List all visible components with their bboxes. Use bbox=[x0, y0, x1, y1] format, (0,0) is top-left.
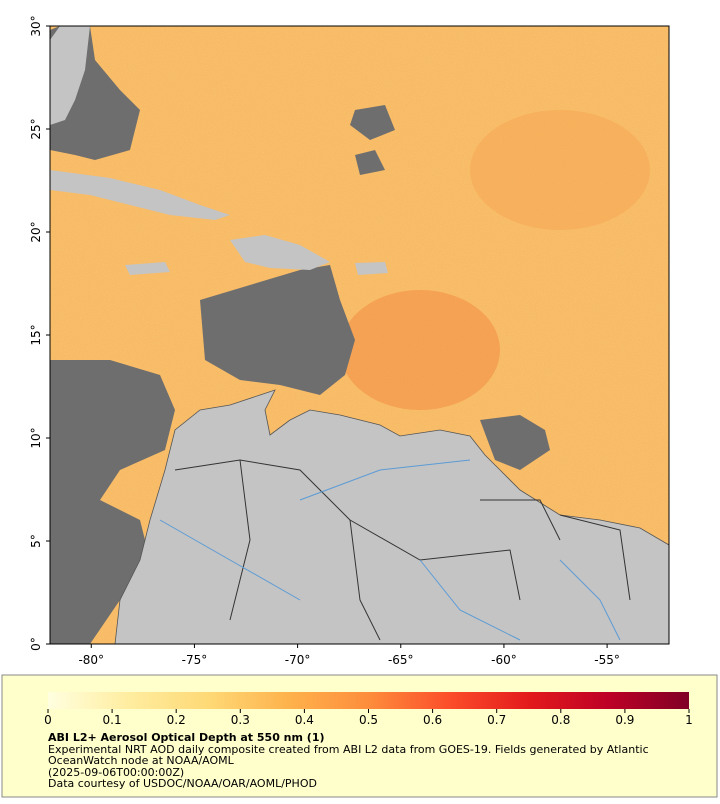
no-data bbox=[200, 265, 355, 395]
y-tick-label: 0° bbox=[29, 637, 43, 651]
colorbar-tick-label: 0 bbox=[44, 713, 52, 727]
borders bbox=[174, 459, 631, 641]
x-tick-label: -70° bbox=[285, 653, 311, 667]
caption-line: Experimental NRT AOD daily composite cre… bbox=[48, 743, 649, 756]
x-tick-label: -80° bbox=[78, 653, 104, 667]
colorbar-tick-label: 0.4 bbox=[295, 713, 314, 727]
aod-plume bbox=[470, 110, 650, 230]
no-data bbox=[50, 360, 175, 644]
x-tick-label: -65° bbox=[388, 653, 414, 667]
no-data bbox=[480, 415, 550, 470]
colorbar-tick-label: 1 bbox=[685, 713, 693, 727]
map-area bbox=[50, 26, 669, 644]
y-tick-label: 10° bbox=[29, 427, 43, 448]
caption-line: Data courtesy of USDOC/NOAA/OAR/AOML/PHO… bbox=[48, 777, 317, 790]
colorbar-tick-label: 0.5 bbox=[359, 713, 378, 727]
rivers bbox=[159, 459, 621, 641]
y-tick-label: 15° bbox=[29, 324, 43, 345]
colorbar-tick-label: 0.7 bbox=[487, 713, 506, 727]
land-puerto-rico bbox=[355, 262, 388, 275]
colorbar-tick-label: 0.9 bbox=[615, 713, 634, 727]
colorbar-tick-label: 0.2 bbox=[167, 713, 186, 727]
land-jamaica bbox=[125, 262, 170, 275]
land-florida bbox=[50, 26, 90, 125]
caption-line: (2025-09-06T00:00:00Z) bbox=[48, 766, 184, 779]
no-data bbox=[350, 105, 395, 140]
colorbar-tick-label: 0.1 bbox=[103, 713, 122, 727]
y-tick-label: 25° bbox=[29, 118, 43, 139]
aod-plume bbox=[340, 290, 500, 410]
x-tick-label: -75° bbox=[182, 653, 208, 667]
y-tick-label: 5° bbox=[29, 534, 43, 548]
land-cuba bbox=[50, 170, 230, 220]
land-hispaniola bbox=[230, 235, 330, 270]
colorbar-tick-label: 0.3 bbox=[231, 713, 250, 727]
x-tick-label: -55° bbox=[594, 653, 620, 667]
caption-line: OceanWatch node at NOAA/AOML bbox=[48, 754, 235, 767]
y-tick-label: 30° bbox=[29, 15, 43, 36]
no-data bbox=[355, 150, 385, 175]
y-tick-label: 20° bbox=[29, 221, 43, 242]
colorbar bbox=[48, 692, 689, 709]
x-tick-label: -60° bbox=[491, 653, 517, 667]
land-south-america bbox=[114, 389, 669, 644]
caption-title: ABI L2+ Aerosol Optical Depth at 550 nm … bbox=[48, 731, 325, 744]
colorbar-tick-label: 0.6 bbox=[423, 713, 442, 727]
colorbar-tick-label: 0.8 bbox=[551, 713, 570, 727]
